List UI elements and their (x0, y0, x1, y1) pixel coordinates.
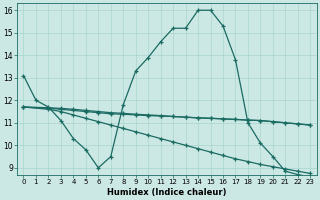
X-axis label: Humidex (Indice chaleur): Humidex (Indice chaleur) (107, 188, 227, 197)
